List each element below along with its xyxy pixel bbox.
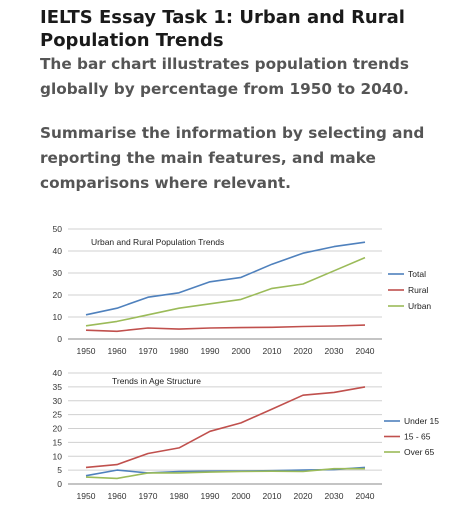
chart2-xtick-label: 2000 <box>232 491 251 501</box>
chart1-xtick-label: 1990 <box>201 346 220 356</box>
chart1-ytick-label: 50 <box>53 224 63 234</box>
chart1-xtick-label: 2020 <box>294 346 313 356</box>
chart2-xtick-label: 2040 <box>356 491 375 501</box>
chart2-legend-label: 15 - 65 <box>404 432 431 442</box>
chart1-xtick-label: 2030 <box>325 346 344 356</box>
task-instruction: Summarise the information by selecting a… <box>40 124 425 192</box>
chart1-legend-label: Urban <box>408 301 431 311</box>
chart2-xtick-label: 2010 <box>263 491 282 501</box>
chart1-series-total-line <box>85 241 366 316</box>
chart2-ytick-label: 10 <box>53 451 63 461</box>
task-intro: The bar chart illustrates population tre… <box>40 55 409 98</box>
chart1-xtick-label: 2000 <box>232 346 251 356</box>
chart2-ytick-label: 5 <box>57 465 62 475</box>
chart2-ytick-label: 40 <box>53 368 63 378</box>
chart1-ytick-label: 30 <box>53 268 63 278</box>
chart2-ytick-label: 15 <box>53 437 63 447</box>
chart1-xtick-label: 2040 <box>356 346 375 356</box>
chart1-legend-label: Total <box>408 269 426 279</box>
chart1-ytick-label: 0 <box>57 334 62 344</box>
chart2-xtick-label: 1950 <box>77 491 96 501</box>
chart2-xtick-label: 1980 <box>170 491 189 501</box>
chart1-title: Urban and Rural Population Trends <box>91 237 224 247</box>
chart1-xtick-label: 2010 <box>263 346 282 356</box>
chart1-ytick-label: 10 <box>53 312 63 322</box>
chart2-legend-label: Under 15 <box>404 416 439 426</box>
chart2-ytick-label: 35 <box>53 382 63 392</box>
chart2-ytick-label: 20 <box>53 424 63 434</box>
chart2-ytick-label: 30 <box>53 396 63 406</box>
chart2-series-over-65-line <box>85 467 365 480</box>
chart1-legend-label: Rural <box>408 285 428 295</box>
page-title: IELTS Essay Task 1: Urban and Rural Popu… <box>40 7 405 51</box>
chart2-xtick-label: 1990 <box>201 491 220 501</box>
chart2-xtick-label: 2020 <box>294 491 313 501</box>
chart2-xtick-label: 2030 <box>325 491 344 501</box>
chart2-ytick-label: 0 <box>57 479 62 489</box>
chart1-xtick-label: 1950 <box>77 346 96 356</box>
chart2-legend-label: Over 65 <box>404 447 435 457</box>
chart2-title: Trends in Age Structure <box>112 376 201 386</box>
chart2-series-15-65-line <box>85 386 366 469</box>
chart1-xtick-label: 1970 <box>139 346 158 356</box>
chart2-ytick-label: 25 <box>53 410 63 420</box>
chart1-series-urban-line <box>85 256 366 327</box>
chart1-ytick-label: 20 <box>53 290 63 300</box>
chart1-ytick-label: 40 <box>53 246 63 256</box>
chart2-xtick-label: 1970 <box>139 491 158 501</box>
chart1-xtick-label: 1980 <box>170 346 189 356</box>
chart1-series-rural-line <box>85 324 366 333</box>
chart1-xtick-label: 1960 <box>108 346 127 356</box>
chart2-xtick-label: 1960 <box>108 491 127 501</box>
